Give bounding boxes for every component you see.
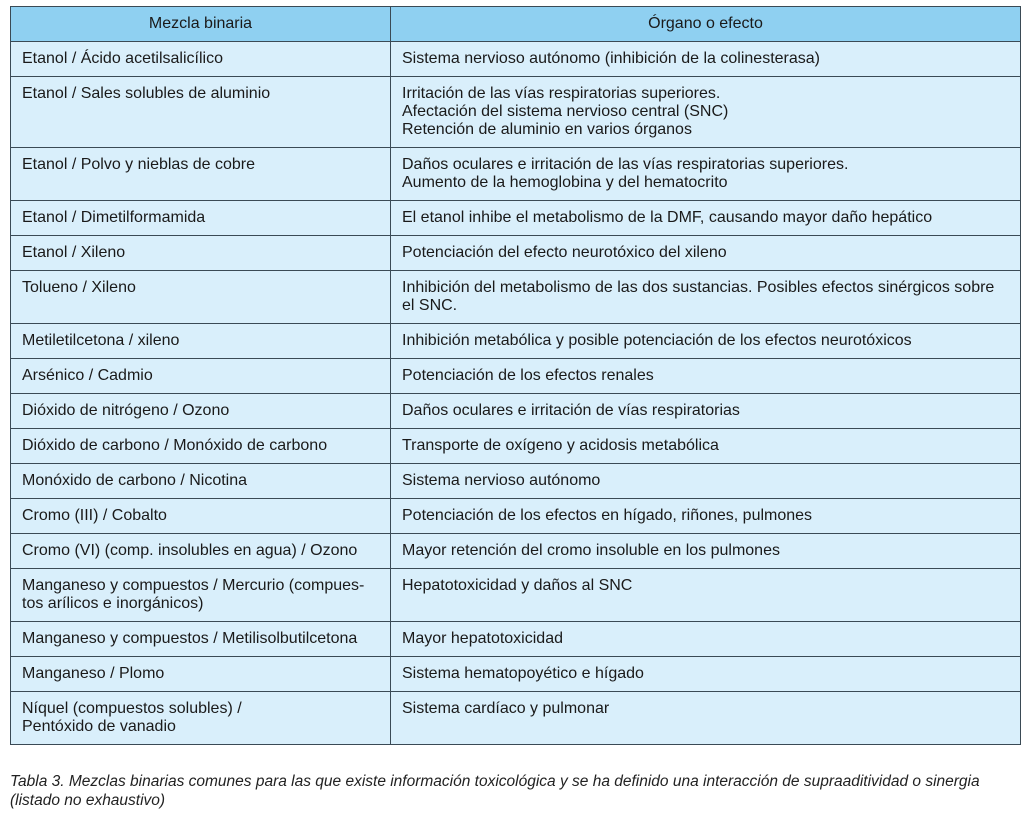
cell-effect: Sistema nervioso autónomo (inhibición de… [390, 41, 1021, 77]
cell-mixture: Etanol / Dimetilformamida [10, 200, 391, 236]
cell-mixture: Manganeso y compuestos / Metilisolbutilc… [10, 621, 391, 657]
table-row: Metiletilcetona / xileno Inhibición metab… [10, 323, 1021, 359]
table-row: Cromo (III) / Cobalto Potenciación de los… [10, 498, 1021, 534]
header-mixture: Mezcla binaria [10, 6, 391, 42]
cell-effect: Sistema hematopoyético e hígado [390, 656, 1021, 692]
cell-effect: Potenciación de los efectos en hígado, r… [390, 498, 1021, 534]
cell-mixture: Etanol / Xileno [10, 235, 391, 271]
table-row: Níquel (compuestos solubles) / Pentóxido… [10, 691, 1021, 745]
cell-mixture: Arsénico / Cadmio [10, 358, 391, 394]
table-row: Etanol / Sales solubles de aluminio Irrit… [10, 76, 1021, 148]
cell-mixture: Manganeso / Plomo [10, 656, 391, 692]
cell-effect: Potenciación de los efectos renales [390, 358, 1021, 394]
binary-mixtures-table: Mezcla binaria Órgano o efecto Etanol / … [10, 6, 1021, 745]
cell-mixture: Dióxido de nitrógeno / Ozono [10, 393, 391, 429]
cell-effect: Daños oculares e irritación de vías resp… [390, 393, 1021, 429]
cell-mixture: Níquel (compuestos solubles) / Pentóxido… [10, 691, 391, 745]
cell-mixture: Metiletilcetona / xileno [10, 323, 391, 359]
cell-mixture: Tolueno / Xileno [10, 270, 391, 324]
cell-mixture: Etanol / Ácido acetilsalicílico [10, 41, 391, 77]
table-row: Cromo (VI) (comp. insolubles en agua) / … [10, 533, 1021, 569]
table-row: Tolueno / Xileno Inhibición del metabolis… [10, 270, 1021, 324]
table-caption: Tabla 3. Mezclas binarias comunes para l… [10, 773, 980, 809]
cell-effect: El etanol inhibe el metabolismo de la DM… [390, 200, 1021, 236]
cell-effect: Sistema cardíaco y pulmonar [390, 691, 1021, 745]
table-row: Dióxido de carbono / Monóxido de carbono… [10, 428, 1021, 464]
cell-mixture: Cromo (VI) (comp. insolubles en agua) / … [10, 533, 391, 569]
table-row: Etanol / Polvo y nieblas de cobre Daños o… [10, 147, 1021, 201]
table-row: Manganeso y compuestos / Metilisolbutilc… [10, 621, 1021, 657]
cell-effect: Inhibición del metabolismo de las dos su… [390, 270, 1021, 324]
table-row: Dióxido de nitrógeno / Ozono Daños ocular… [10, 393, 1021, 429]
cell-effect: Hepatotoxicidad y daños al SNC [390, 568, 1021, 622]
header-effect: Órgano o efecto [390, 6, 1021, 42]
cell-effect: Inhibición metabólica y posible potencia… [390, 323, 1021, 359]
table-row: Manganeso / Plomo Sistema hematopoyético … [10, 656, 1021, 692]
cell-effect: Sistema nervioso autónomo [390, 463, 1021, 499]
cell-mixture: Monóxido de carbono / Nicotina [10, 463, 391, 499]
cell-effect: Potenciación del efecto neurotóxico del … [390, 235, 1021, 271]
cell-effect: Irritación de las vías respiratorias sup… [390, 76, 1021, 148]
cell-effect: Transporte de oxígeno y acidosis metaból… [390, 428, 1021, 464]
cell-effect: Mayor hepatotoxicidad [390, 621, 1021, 657]
table-row: Etanol / Ácido acetilsalicílico Sistema n… [10, 41, 1021, 77]
table-row: Etanol / Xileno Potenciación del efecto n… [10, 235, 1021, 271]
table-row: Etanol / Dimetilformamida El etanol inhib… [10, 200, 1021, 236]
cell-mixture: Etanol / Polvo y nieblas de cobre [10, 147, 391, 201]
cell-mixture: Etanol / Sales solubles de aluminio [10, 76, 391, 148]
table-header-row: Mezcla binaria Órgano o efecto [10, 6, 1021, 42]
table-row: Manganeso y compuestos / Mercurio (compu… [10, 568, 1021, 622]
table-row: Arsénico / Cadmio Potenciación de los efe… [10, 358, 1021, 394]
cell-mixture: Dióxido de carbono / Monóxido de carbono [10, 428, 391, 464]
table-row: Monóxido de carbono / Nicotina Sistema ne… [10, 463, 1021, 499]
cell-effect: Mayor retención del cromo insoluble en l… [390, 533, 1021, 569]
cell-effect: Daños oculares e irritación de las vías … [390, 147, 1021, 201]
cell-mixture: Cromo (III) / Cobalto [10, 498, 391, 534]
cell-mixture: Manganeso y compuestos / Mercurio (compu… [10, 568, 391, 622]
